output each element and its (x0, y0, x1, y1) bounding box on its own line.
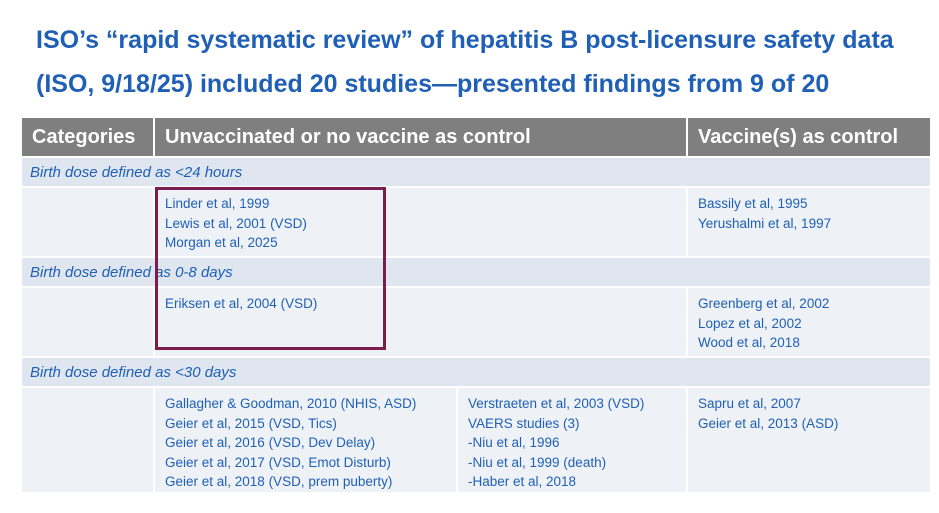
study-entry: Eriksen et al, 2004 (VSD) (165, 296, 318, 311)
study-entry: Geier et al, 2013 (ASD) (698, 415, 839, 431)
study-entry: Lopez et al, 2002 (698, 315, 802, 331)
study-entry: Bassily et al, 1995 (698, 196, 808, 211)
study-entry: Sapru et al, 2007 (698, 396, 801, 411)
section-label-30-days: Birth dose defined as <30 days (22, 356, 930, 386)
section-label-0-8-days: Birth dose defined as 0-8 days (22, 256, 930, 286)
vaccine-cell: Bassily et al, 1995 Yerushalmi et al, 19… (688, 188, 930, 256)
header-vaccine: Vaccine(s) as control (698, 125, 899, 148)
study-entry: VAERS studies (3) (468, 415, 580, 431)
title-line-1: ISO’s “rapid systematic review” of hepat… (36, 26, 894, 54)
header-categories: Categories (22, 118, 155, 156)
vaccine-cell: Greenberg et al, 2002 Lopez et al, 2002 … (688, 288, 930, 356)
category-cell (22, 188, 155, 256)
unvaccinated-cell: Linder et al, 1999 Lewis et al, 2001 (VS… (155, 188, 688, 256)
study-entry: Morgan et al, 2025 (165, 235, 278, 250)
study-entry: Geier et al, 2018 (VSD, prem puberty) (165, 474, 393, 489)
title-line-2: (ISO, 9/18/25) included 20 studies—prese… (36, 70, 830, 98)
study-entry: Geier et al, 2015 (VSD, Tics) (165, 415, 337, 431)
slide-title: ISO’s “rapid systematic review” of hepat… (36, 18, 916, 106)
study-entry: Yerushalmi et al, 1997 (698, 215, 832, 231)
study-entry: -Haber et al, 2018 (468, 474, 577, 489)
study-entry: Gallagher & Goodman, 2010 (NHIS, ASD) (165, 396, 417, 411)
table-row: Eriksen et al, 2004 (VSD) Greenberg et a… (22, 286, 930, 356)
category-cell (22, 288, 155, 356)
highlight-box (155, 187, 386, 350)
study-entry: Greenberg et al, 2002 (698, 296, 830, 311)
unvaccinated-cell-a: Gallagher & Goodman, 2010 (NHIS, ASD) Ge… (155, 388, 458, 492)
study-entry: -Niu et al, 1996 (468, 435, 560, 450)
studies-table: Categories Unvaccinated or no vaccine as… (22, 118, 930, 492)
table-header: Categories Unvaccinated or no vaccine as… (22, 118, 930, 156)
study-entry: Geier et al, 2016 (VSD, Dev Delay) (165, 435, 376, 450)
table-row: Gallagher & Goodman, 2010 (NHIS, ASD) Ge… (22, 386, 930, 492)
study-entry: Verstraeten et al, 2003 (VSD) (468, 396, 645, 411)
section-label-24h: Birth dose defined as <24 hours (22, 156, 930, 186)
study-entry: Geier et al, 2017 (VSD, Emot Disturb) (165, 454, 391, 470)
unvaccinated-cell: Eriksen et al, 2004 (VSD) (155, 288, 688, 356)
study-entry: Wood et al, 2018 (698, 335, 800, 350)
category-cell (22, 388, 155, 492)
study-entry: Linder et al, 1999 (165, 196, 270, 211)
table-row: Linder et al, 1999 Lewis et al, 2001 (VS… (22, 186, 930, 256)
study-entry: -Niu et al, 1999 (death) (468, 454, 607, 470)
unvaccinated-cell-b: Verstraeten et al, 2003 (VSD) VAERS stud… (458, 388, 688, 492)
vaccine-cell: Sapru et al, 2007 Geier et al, 2013 (ASD… (688, 388, 930, 492)
study-entry: Lewis et al, 2001 (VSD) (165, 215, 307, 231)
header-unvaccinated: Unvaccinated or no vaccine as control (155, 118, 688, 156)
